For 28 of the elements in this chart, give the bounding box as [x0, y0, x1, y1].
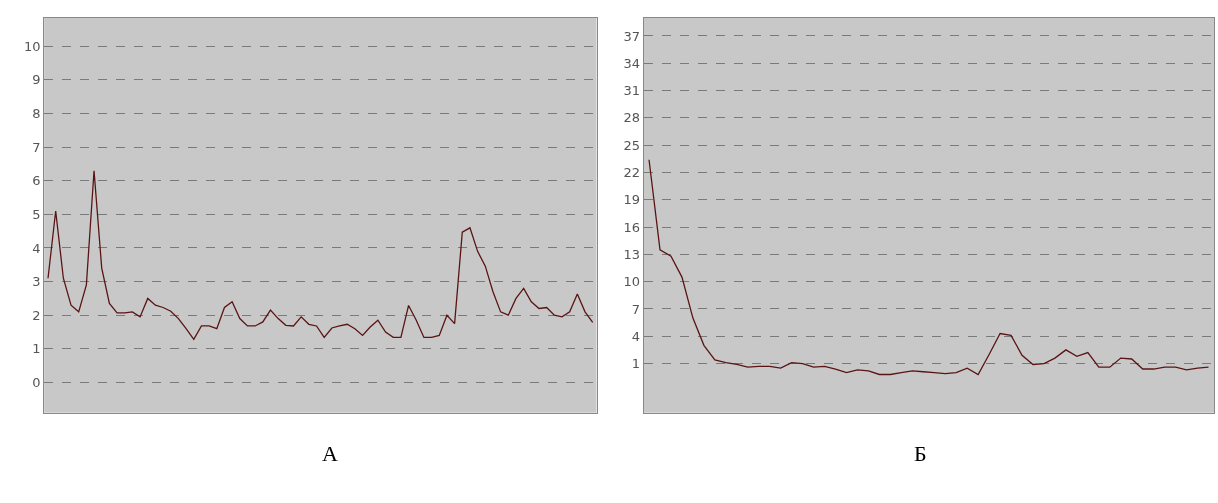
y-tick-label: 9 — [32, 72, 41, 88]
y-tick-label: 2 — [32, 307, 41, 323]
y-tick-label: 8 — [32, 106, 41, 122]
y-tick-label: 3 — [32, 274, 41, 290]
y-tick-label: 4 — [32, 240, 41, 256]
line-series — [648, 159, 1210, 376]
y-tick-label: 28 — [623, 110, 640, 126]
y-tick-label: 10 — [623, 274, 640, 290]
y-tick-label: 7 — [631, 301, 640, 317]
y-tick-label: 31 — [623, 83, 640, 99]
y-tick-label: 7 — [32, 139, 41, 155]
y-tick-label: 13 — [623, 246, 640, 262]
y-tick-label: 34 — [623, 55, 640, 71]
y-tick-label: 6 — [32, 173, 41, 189]
y-tick-label: 1 — [32, 341, 41, 357]
y-tick-label: 19 — [623, 192, 640, 208]
y-tick-label: 10 — [24, 38, 41, 54]
text: Б — [914, 441, 927, 466]
y-tick-label: 25 — [623, 137, 640, 153]
y-tick-label: 4 — [631, 328, 640, 344]
y-tick-label: 37 — [623, 28, 640, 44]
y-tick-label: 16 — [623, 219, 640, 235]
text: А — [322, 441, 338, 466]
line-series — [47, 170, 594, 341]
y-tick-label: 22 — [623, 165, 640, 180]
y-tick-label: 1 — [631, 356, 640, 372]
y-tick-label: 0 — [32, 374, 41, 390]
y-tick-label: 5 — [32, 206, 41, 222]
